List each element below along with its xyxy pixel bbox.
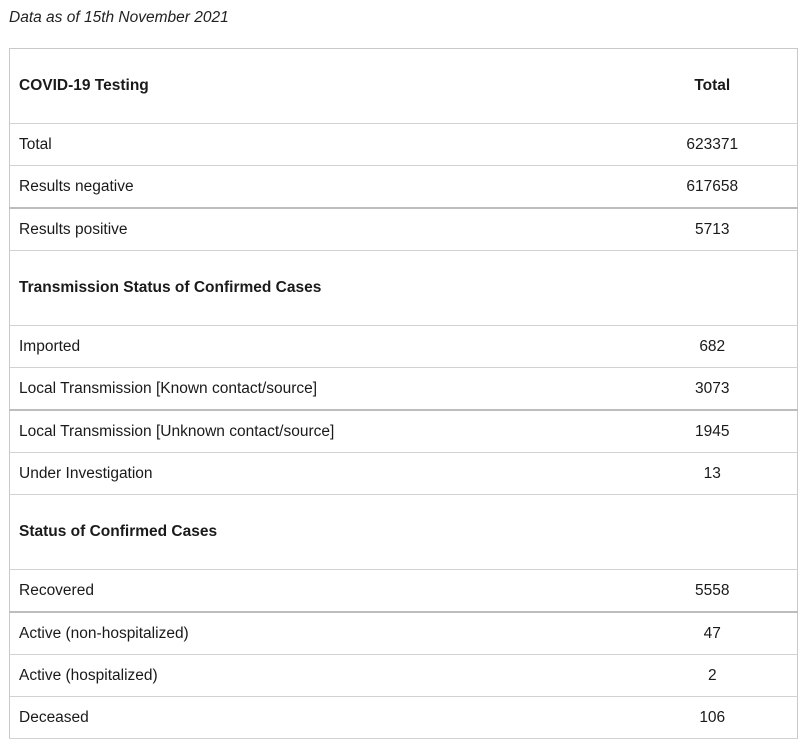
table-row: Local Transmission [Known contact/source… <box>9 367 798 411</box>
row-value: 682 <box>627 325 798 368</box>
table-row: Imported 682 <box>9 325 798 368</box>
row-value: 47 <box>627 611 798 655</box>
table-row: Local Transmission [Unknown contact/sour… <box>9 409 798 453</box>
covid-testing-table: COVID-19 Testing Total Total 623371 Resu… <box>9 48 798 739</box>
row-value: 2 <box>627 654 798 697</box>
row-value: 3073 <box>627 367 798 411</box>
row-label: Total <box>9 123 628 166</box>
row-label: Results positive <box>9 207 628 251</box>
table-row: Results negative 617658 <box>9 165 798 209</box>
row-value: 5558 <box>627 569 798 613</box>
row-value: 623371 <box>627 123 798 166</box>
row-value: 617658 <box>627 165 798 209</box>
row-label: Active (non-hospitalized) <box>9 611 628 655</box>
table-row: Results positive 5713 <box>9 207 798 251</box>
data-as-of-note: Data as of 15th November 2021 <box>9 9 229 26</box>
row-value: 106 <box>627 696 798 739</box>
table-row: Total 623371 <box>9 123 798 166</box>
section-title-transmission: Transmission Status of Confirmed Cases <box>9 250 798 326</box>
row-label: Results negative <box>9 165 628 209</box>
row-label: Active (hospitalized) <box>9 654 628 697</box>
row-value: 5713 <box>627 207 798 251</box>
row-label: Local Transmission [Unknown contact/sour… <box>9 409 628 453</box>
table-header-row: COVID-19 Testing Total <box>9 48 798 124</box>
row-value: 1945 <box>627 409 798 453</box>
header-total: Total <box>627 48 798 124</box>
table-row: Under Investigation 13 <box>9 452 798 495</box>
header-label: COVID-19 Testing <box>9 48 628 124</box>
row-label: Imported <box>9 325 628 368</box>
table-row: Deceased 106 <box>9 696 798 739</box>
row-label: Deceased <box>9 696 628 739</box>
row-label: Recovered <box>9 569 628 613</box>
table-row: Active (non-hospitalized) 47 <box>9 611 798 655</box>
table-row: Active (hospitalized) 2 <box>9 654 798 697</box>
section-header-row: Status of Confirmed Cases <box>9 494 798 570</box>
table-row: Recovered 5558 <box>9 569 798 613</box>
section-title-status: Status of Confirmed Cases <box>9 494 798 570</box>
row-label: Local Transmission [Known contact/source… <box>9 367 628 411</box>
row-value: 13 <box>627 452 798 495</box>
section-header-row: Transmission Status of Confirmed Cases <box>9 250 798 326</box>
row-label: Under Investigation <box>9 452 628 495</box>
